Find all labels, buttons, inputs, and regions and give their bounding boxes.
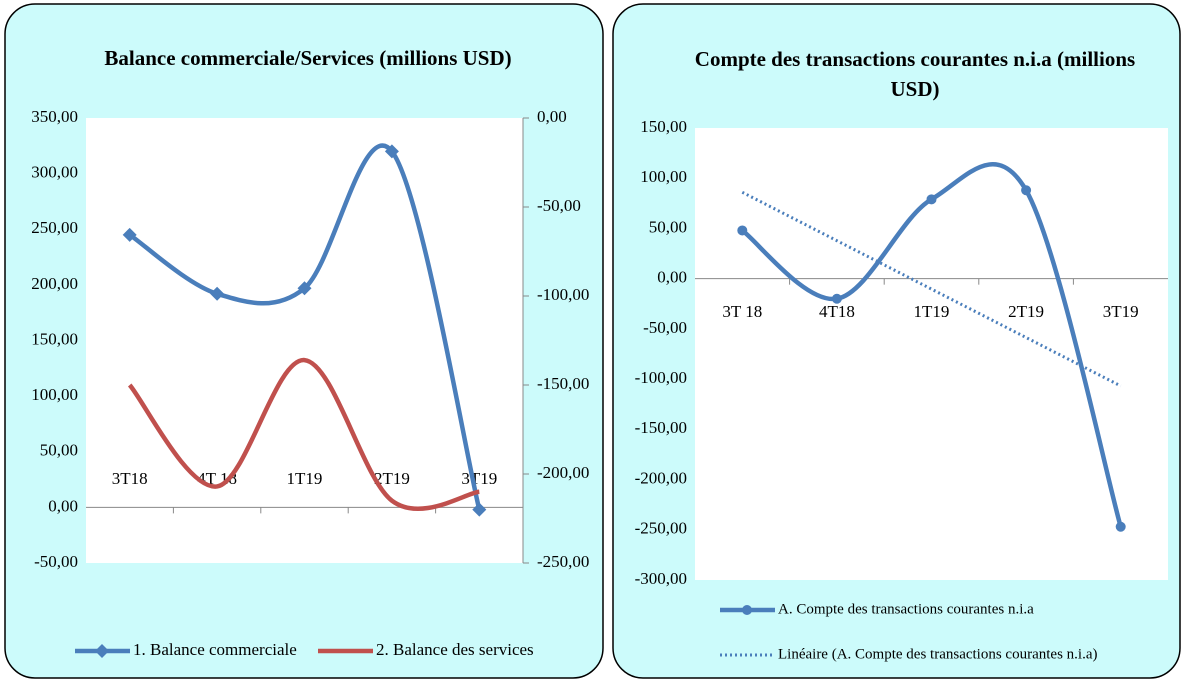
y-tick-label: 150,00 [640, 117, 687, 136]
legend-label: 2. Balance des services [376, 640, 534, 659]
y-tick-label: 100,00 [31, 385, 78, 404]
point [472, 502, 487, 517]
point [122, 227, 137, 242]
y-tick-label: -200,00 [635, 468, 687, 487]
point [1115, 521, 1126, 532]
series-line [127, 357, 480, 512]
y-tick-label: 50,00 [40, 441, 78, 460]
y-tick-label: 200,00 [31, 274, 78, 293]
point [737, 225, 748, 236]
series-line [741, 190, 1122, 388]
y-tick-label: 0,00 [48, 496, 78, 515]
y2-tick-label: -100,00 [537, 285, 589, 304]
legend-marker [95, 644, 109, 658]
x-tick-label: 4T18 [819, 302, 855, 321]
y-tick-label: 50,00 [649, 217, 687, 236]
y-tick-label: 300,00 [31, 163, 78, 182]
x-tick-label: 1T19 [287, 469, 323, 488]
series-line [128, 143, 482, 511]
plot-area [86, 118, 523, 563]
point [210, 286, 225, 301]
y2-tick-label: -50,00 [537, 196, 581, 215]
y-tick-label: 100,00 [640, 167, 687, 186]
x-tick-label: 2T19 [1008, 302, 1044, 321]
y-tick-label: -100,00 [635, 368, 687, 387]
x-tick-label: 3T18 [112, 469, 148, 488]
y-tick-label: -300,00 [635, 569, 687, 588]
y2-tick-label: -200,00 [537, 463, 589, 482]
y2-tick-label: -250,00 [537, 552, 589, 571]
point [1021, 185, 1032, 196]
point [297, 281, 312, 296]
x-tick-label: 3T19 [1103, 302, 1139, 321]
x-tick-label: 3T19 [461, 469, 497, 488]
point [384, 144, 399, 159]
y-tick-label: -250,00 [635, 519, 687, 538]
title-box: Compte des transactions courantes n.i.a … [694, 47, 1136, 101]
chart-title: Compte des transactions courantes n.i.a … [694, 47, 1136, 101]
y-tick-label: 0,00 [657, 268, 687, 287]
point [926, 194, 937, 205]
y-tick-label: 250,00 [31, 218, 78, 237]
point [831, 293, 842, 304]
legend-label: 1. Balance commerciale [133, 640, 297, 659]
legend-marker [742, 605, 752, 615]
y-tick-label: 150,00 [31, 329, 78, 348]
legend-label: A. Compte des transactions courantes n.i… [778, 601, 1034, 617]
y-tick-label: -50,00 [34, 552, 78, 571]
y-tick-label: -150,00 [635, 418, 687, 437]
y-tick-label: -50,00 [643, 318, 687, 337]
y2-tick-label: 0,00 [537, 107, 567, 126]
y-tick-label: 350,00 [31, 107, 78, 126]
y2-tick-label: -150,00 [537, 374, 589, 393]
x-tick-label: 1T19 [914, 302, 950, 321]
series-line [740, 162, 1123, 528]
x-tick-label: 3T 18 [722, 302, 762, 321]
x-tick-label: 2T19 [374, 469, 410, 488]
chart-title: Balance commerciale/Services (millions U… [104, 46, 511, 70]
legend-label: Linéaire (A. Compte des transactions cou… [778, 646, 1097, 662]
